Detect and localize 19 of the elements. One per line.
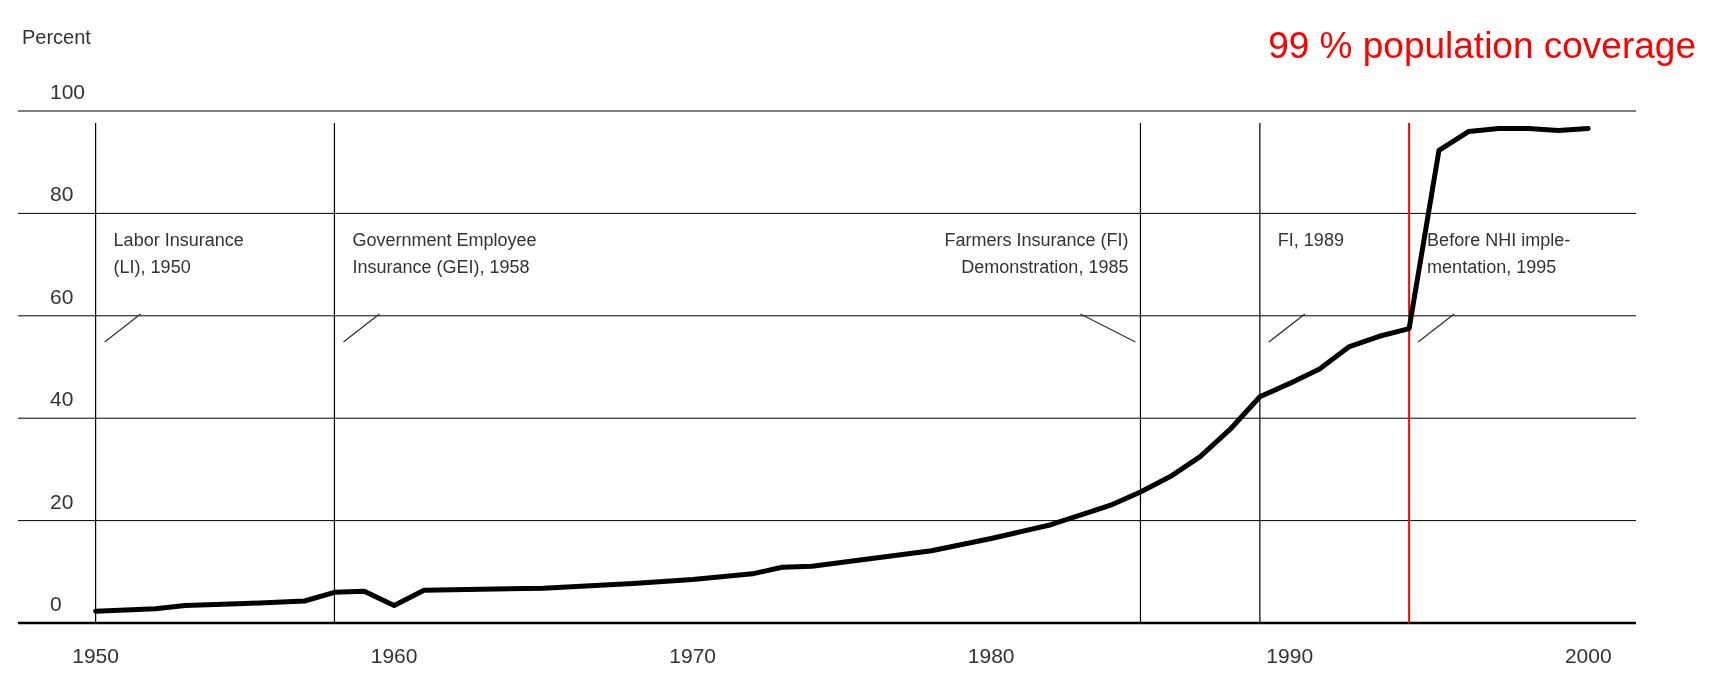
y-tick-label: 40	[50, 387, 74, 411]
ref-line-label: Farmers Insurance (FI) Demonstration, 1985	[944, 230, 1129, 277]
y-tick-label: 100	[50, 80, 86, 103]
y-tick-label: 20	[50, 489, 74, 513]
y-tick-label: 0	[50, 592, 62, 615]
ref-line-label: Before NHI imple- mentation, 1995	[1427, 230, 1571, 277]
x-tick-label: 1990	[1266, 644, 1314, 667]
ref-line-label: FI, 1989	[1277, 230, 1344, 250]
y-tick-label: 80	[50, 182, 74, 206]
y-tick-label: 60	[50, 284, 74, 308]
x-tick-label: 2000	[1564, 644, 1612, 667]
text: 99 % population coverage	[1268, 25, 1696, 66]
ref-line-label: Government Employee Insurance (GEI), 1958	[352, 230, 537, 277]
ref-line-label: Labor Insurance (LI), 1950	[113, 230, 244, 277]
x-tick-label: 1980	[967, 644, 1015, 667]
x-tick-label: 1970	[669, 644, 717, 667]
x-tick-label: 1960	[370, 644, 418, 667]
x-tick-label: 1950	[72, 644, 119, 667]
y-axis-title: Percent	[22, 26, 92, 48]
